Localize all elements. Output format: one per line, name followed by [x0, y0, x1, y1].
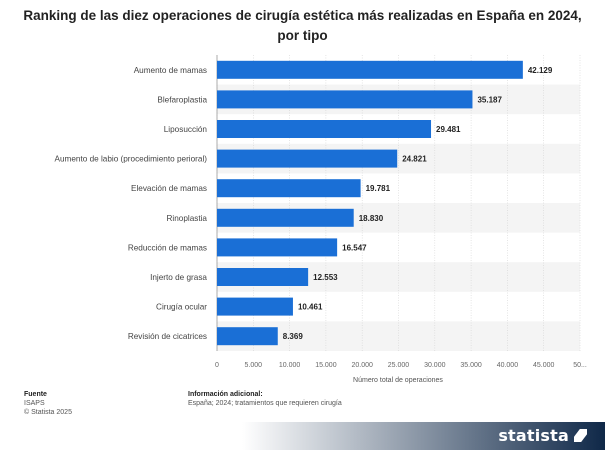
- x-tick-label: 40.000: [497, 362, 519, 369]
- value-label: 19.781: [366, 184, 391, 193]
- value-label: 18.830: [359, 214, 384, 223]
- category-label: Rinoplastia: [166, 214, 207, 223]
- x-tick-label: 10.000: [279, 362, 301, 369]
- info-block: Información adicional: España; 2024; tra…: [188, 390, 342, 408]
- category-label: Reducción de mamas: [128, 243, 207, 252]
- statista-mark-icon: [574, 429, 587, 442]
- x-tick-label: 30.000: [424, 362, 446, 369]
- value-label: 16.547: [342, 243, 367, 252]
- x-tick-label: 45.000: [533, 362, 555, 369]
- value-label: 10.461: [298, 303, 323, 312]
- category-label: Injerto de grasa: [150, 273, 207, 282]
- category-label: Aumento de labio (procedimiento perioral…: [55, 155, 208, 164]
- bar: [217, 208, 354, 227]
- bar: [217, 149, 398, 168]
- bar: [217, 60, 523, 79]
- value-label: 29.481: [436, 125, 461, 134]
- copyright: © Statista 2025: [24, 409, 72, 416]
- x-tick-label: 25.000: [388, 362, 410, 369]
- x-tick-label: 5.000: [245, 362, 263, 369]
- bar: [217, 268, 309, 286]
- value-label: 12.553: [313, 273, 338, 282]
- value-label: 24.821: [402, 155, 427, 164]
- category-label: Cirugía ocular: [156, 303, 207, 312]
- bar: [217, 297, 293, 316]
- bar: [217, 120, 432, 138]
- value-label: 35.187: [477, 95, 502, 104]
- x-tick-label: 0: [215, 362, 219, 369]
- bars: [217, 60, 523, 346]
- value-label: 8.369: [283, 332, 304, 341]
- source-name[interactable]: ISAPS: [24, 400, 45, 407]
- chart-title: Ranking de las diez operaciones de cirug…: [23, 8, 582, 43]
- source-block: Fuente ISAPS © Statista 2025: [24, 390, 72, 417]
- bar: [217, 327, 278, 346]
- bar-chart: Aumento de mamas Blefaroplastia Liposucció…: [55, 55, 587, 384]
- source-heading: Fuente: [24, 391, 47, 398]
- x-tick-label: 35.000: [460, 362, 482, 369]
- brand-bar: statista: [0, 422, 605, 450]
- info-text: España; 2024; tratamientos que requieren…: [188, 400, 342, 407]
- statista-logo[interactable]: statista: [498, 426, 587, 445]
- logo-text: statista: [498, 426, 569, 445]
- category-label: Liposucción: [164, 125, 208, 134]
- bar: [217, 179, 361, 198]
- value-labels: 42.129 35.187 29.481 24.821 19.781 18.830 16.5…: [283, 66, 553, 341]
- category-label: Elevación de mamas: [131, 184, 207, 193]
- bar: [217, 238, 338, 257]
- category-label: Aumento de mamas: [134, 66, 207, 75]
- x-tick-labels: 0 5.000 10.000 15.000 20.000 25.000 30.000 35.0…: [215, 362, 587, 369]
- info-heading: Información adicional:: [188, 391, 263, 398]
- x-tick-label: 20.000: [351, 362, 373, 369]
- x-tick-label: 15.000: [315, 362, 337, 369]
- category-labels: Aumento de mamas Blefaroplastia Liposucció…: [55, 66, 208, 341]
- x-axis-label: Número total de operaciones: [353, 377, 443, 384]
- bar: [217, 90, 473, 109]
- category-label: Revisión de cicatrices: [128, 332, 207, 341]
- x-tick-label: 50...: [573, 362, 587, 369]
- value-label: 42.129: [528, 66, 553, 75]
- category-label: Blefaroplastia: [157, 95, 207, 104]
